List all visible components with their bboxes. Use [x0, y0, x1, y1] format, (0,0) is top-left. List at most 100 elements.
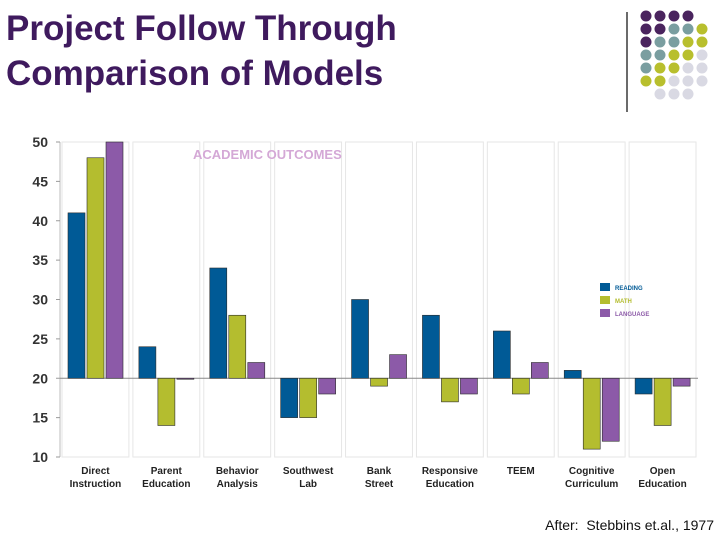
legend-label-reading: READING	[615, 286, 643, 292]
decorative-dot	[654, 75, 666, 87]
category-frame	[132, 141, 201, 458]
decorative-dot	[696, 36, 708, 48]
decorative-dot	[682, 36, 694, 48]
decorative-dot	[654, 10, 666, 22]
category-frame	[274, 141, 343, 458]
decorative-dot	[682, 23, 694, 35]
decorative-dot	[682, 10, 694, 22]
y-tick-label: 40	[32, 213, 48, 229]
bar-reading	[634, 377, 653, 395]
bar-language	[389, 354, 407, 379]
y-tick-label: 45	[32, 173, 48, 189]
category-frame	[628, 141, 697, 458]
category-frame	[61, 141, 130, 458]
bar-reading	[563, 370, 582, 379]
legend-swatch-language	[600, 309, 610, 317]
chart-title: ACADEMIC OUTCOMES	[193, 147, 342, 162]
bar-reading	[67, 212, 86, 379]
legend-label-language: LANGUAGE	[615, 312, 649, 318]
decorative-dot	[696, 75, 708, 87]
bar-language	[601, 377, 620, 442]
bar-language	[247, 362, 266, 379]
y-tick-label: 50	[32, 134, 48, 150]
decorative-dot	[640, 49, 652, 61]
decorative-dot	[696, 23, 708, 35]
bar-language	[531, 362, 549, 379]
bar-language	[105, 141, 124, 379]
decorative-dot	[654, 36, 666, 48]
bar-math	[299, 377, 317, 418]
bar-reading	[280, 377, 298, 418]
decorative-dot	[668, 49, 680, 61]
y-tick-label: 30	[32, 292, 48, 308]
bar-math	[653, 377, 672, 426]
category-label: Bank Street	[365, 466, 394, 490]
category-frame	[203, 141, 272, 458]
slide-title: Project Follow Through Comparison of Mod…	[6, 6, 397, 96]
bar-math	[441, 377, 459, 403]
decorative-dot	[654, 62, 666, 74]
category-frame	[557, 141, 626, 458]
title-line-1: Project Follow Through	[6, 9, 397, 48]
bar-reading	[209, 267, 228, 379]
decorative-dot-grid	[640, 10, 708, 100]
legend-label-math: MATH	[615, 299, 632, 305]
decorative-dot	[682, 62, 694, 74]
decorative-dot	[640, 75, 652, 87]
bar-language	[176, 377, 195, 380]
decorative-dot	[696, 49, 708, 61]
decorative-dot	[668, 10, 680, 22]
y-tick-label: 25	[32, 331, 48, 347]
y-tick-label: 35	[32, 252, 48, 268]
decorative-divider	[626, 12, 628, 112]
bar-reading	[422, 314, 440, 379]
bar-reading	[138, 346, 157, 379]
y-tick-label: 15	[32, 410, 48, 426]
category-frame	[415, 141, 484, 458]
category-label: Southwest Lab	[283, 466, 334, 490]
bar-language	[672, 377, 691, 387]
decorative-dot	[682, 88, 694, 100]
decorative-dot	[640, 62, 652, 74]
category-label: Behavior Analysis	[216, 466, 259, 490]
decorative-dot	[640, 23, 652, 35]
category-frame	[345, 141, 413, 458]
category-label: Cognitive Curriculum	[565, 466, 618, 490]
title-line-2: Comparison of Models	[6, 54, 384, 93]
bar-reading	[351, 299, 369, 379]
bar-math	[157, 377, 176, 426]
decorative-dot	[682, 75, 694, 87]
legend-swatch-reading	[600, 283, 610, 291]
decorative-dot	[668, 88, 680, 100]
decorative-dot	[640, 36, 652, 48]
category-label: TEEM	[507, 466, 535, 477]
bar-language	[318, 377, 336, 395]
category-label: Direct Instruction	[70, 466, 122, 490]
source-credit: After: Stebbins et.al., 1977	[545, 517, 714, 533]
bar-math	[582, 377, 601, 450]
bar-reading	[493, 330, 511, 379]
bar-language	[460, 377, 478, 395]
decorative-dot	[668, 36, 680, 48]
category-frame	[486, 141, 555, 458]
category-label: Open Education	[638, 466, 686, 490]
y-tick-label: 20	[32, 370, 48, 386]
decorative-dot	[668, 23, 680, 35]
decorative-dot	[668, 75, 680, 87]
legend-swatch-math	[600, 296, 610, 304]
decorative-dot	[682, 49, 694, 61]
decorative-dot	[668, 62, 680, 74]
bar-math	[228, 314, 247, 379]
category-label: Parent Education	[142, 466, 190, 490]
academic-outcomes-chart: 10 15 20 25 30 35 40 45 50 Direct Instruction Paren…	[32, 134, 698, 490]
decorative-dot	[654, 49, 666, 61]
decorative-dot	[654, 23, 666, 35]
decorative-dot	[654, 88, 666, 100]
category-label: Responsive Education	[422, 466, 479, 490]
decorative-dot	[640, 10, 652, 22]
y-tick-label: 10	[32, 449, 48, 465]
decorative-dot	[696, 62, 708, 74]
bar-math	[512, 377, 530, 395]
bar-math	[86, 157, 105, 379]
bar-math	[370, 377, 388, 387]
